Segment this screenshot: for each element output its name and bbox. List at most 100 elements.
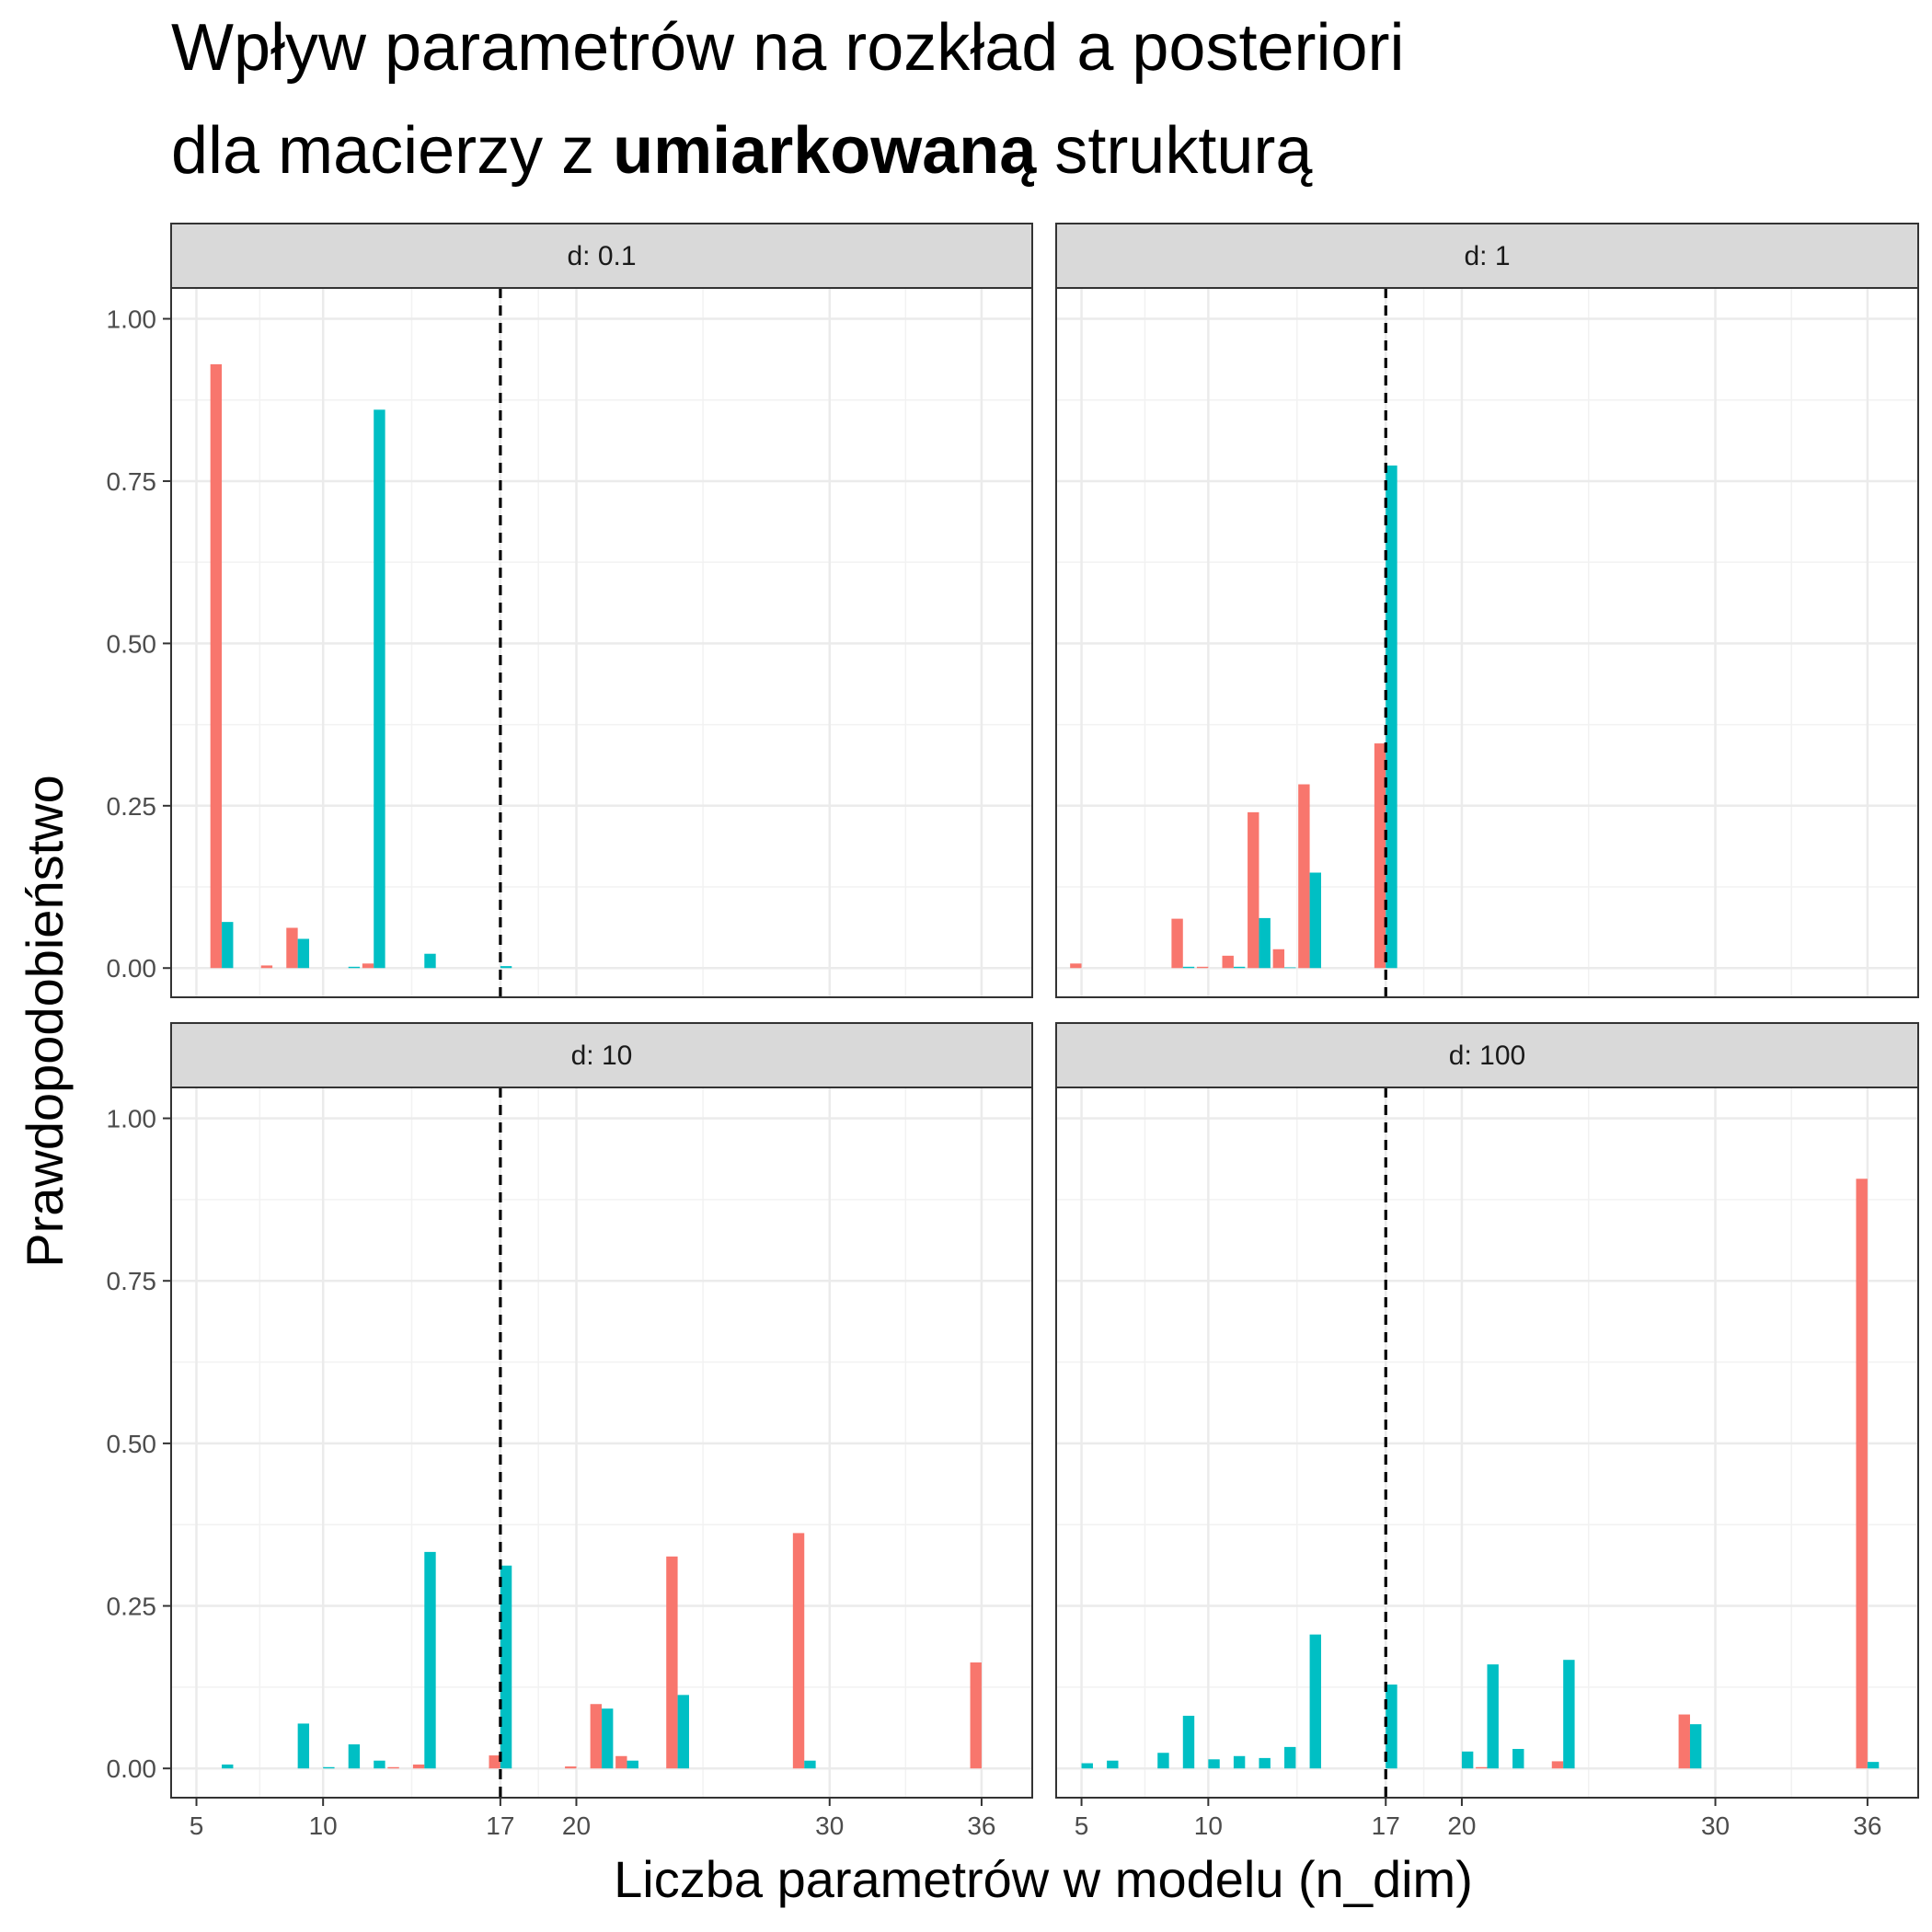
facet-panel: d: 0.1 0.00 0.25 0.50 0.75 1.00 bbox=[107, 223, 1033, 998]
y-tick-label: 1.00 bbox=[107, 1105, 157, 1133]
x-tick-label: 10 bbox=[309, 1811, 338, 1840]
x-tick-label: 30 bbox=[815, 1811, 844, 1840]
bar bbox=[1309, 872, 1321, 969]
bar bbox=[286, 927, 298, 969]
chart-title-line-1: Wpływ parametrów na rozkład a posteriori bbox=[171, 11, 1405, 85]
bar bbox=[615, 1755, 627, 1769]
bar bbox=[804, 1760, 816, 1769]
y-tick-label: 0.25 bbox=[107, 1593, 157, 1621]
bar bbox=[1182, 1715, 1195, 1769]
bar bbox=[500, 1565, 512, 1769]
bar bbox=[1208, 1759, 1220, 1769]
facet-strip-label: d: 100 bbox=[1449, 1041, 1525, 1071]
facet-strip bbox=[170, 1022, 1033, 1088]
bar bbox=[1171, 918, 1183, 969]
bar bbox=[424, 1551, 436, 1769]
x-tick-label: 20 bbox=[562, 1811, 591, 1840]
facet-strip-label: d: 0.1 bbox=[567, 241, 636, 271]
bar bbox=[489, 1755, 500, 1769]
facet-panel: d: 1 bbox=[1055, 223, 1919, 998]
bar bbox=[1070, 963, 1082, 969]
x-tick-label: 20 bbox=[1447, 1811, 1476, 1840]
bar bbox=[1563, 1660, 1575, 1769]
bar bbox=[1551, 1761, 1564, 1769]
bar bbox=[1182, 966, 1195, 969]
bar bbox=[412, 1764, 425, 1769]
facet-strip-label: d: 1 bbox=[1464, 241, 1510, 271]
bar bbox=[1196, 966, 1209, 969]
x-tick-label: 30 bbox=[1701, 1811, 1730, 1840]
facet-panel: d: 10 0.00 0.25 0.50 0.75 1.00 5 10 17 20 30 36 bbox=[107, 1022, 1033, 1840]
x-tick-label: 17 bbox=[1372, 1811, 1400, 1840]
bar bbox=[387, 1766, 399, 1769]
bar bbox=[1298, 784, 1310, 969]
bar bbox=[1867, 1762, 1880, 1769]
facet-strip bbox=[170, 223, 1033, 289]
facet-strip bbox=[1055, 1022, 1919, 1088]
bar bbox=[1512, 1749, 1524, 1769]
x-tick-label: 17 bbox=[486, 1811, 514, 1840]
bar bbox=[1386, 466, 1397, 969]
bar bbox=[1272, 949, 1285, 969]
x-tick-label: 5 bbox=[1075, 1811, 1089, 1840]
bar bbox=[792, 1533, 805, 1769]
bar bbox=[424, 953, 436, 969]
bar bbox=[348, 1744, 361, 1769]
bar bbox=[348, 966, 361, 969]
bar bbox=[374, 409, 385, 969]
bar bbox=[1487, 1664, 1499, 1769]
bar bbox=[1233, 966, 1246, 969]
bar bbox=[1856, 1179, 1868, 1769]
bar bbox=[1233, 1755, 1246, 1769]
bar bbox=[260, 965, 273, 969]
bar bbox=[627, 1760, 638, 1769]
bar bbox=[1678, 1714, 1690, 1769]
bar bbox=[1476, 1766, 1488, 1769]
x-tick-label: 36 bbox=[1853, 1811, 1881, 1840]
bar bbox=[1374, 743, 1386, 969]
bar bbox=[323, 1766, 335, 1769]
bar bbox=[590, 1704, 602, 1769]
chart-title-line-2-end: strukturą bbox=[1036, 114, 1313, 188]
bar bbox=[970, 1662, 982, 1769]
bar bbox=[1309, 1634, 1321, 1769]
y-tick-label: 0.00 bbox=[107, 954, 157, 983]
x-tick-label: 36 bbox=[967, 1811, 995, 1840]
y-axis-title: Prawdopodobieństwo bbox=[16, 775, 74, 1267]
y-tick-label: 0.50 bbox=[107, 1430, 157, 1458]
bar bbox=[1081, 1763, 1093, 1769]
bar bbox=[1284, 1746, 1296, 1769]
x-tick-label: 10 bbox=[1194, 1811, 1223, 1840]
bar bbox=[297, 1723, 310, 1769]
bar bbox=[565, 1766, 577, 1769]
bar bbox=[297, 938, 310, 969]
bar bbox=[1461, 1751, 1474, 1769]
bar bbox=[362, 963, 374, 969]
bar bbox=[222, 922, 234, 969]
bar bbox=[222, 1764, 234, 1769]
y-tick-label: 0.00 bbox=[107, 1754, 157, 1783]
y-tick-label: 0.25 bbox=[107, 792, 157, 821]
x-axis-title: Liczba parametrów w modelu (n_dim) bbox=[614, 1850, 1473, 1908]
bar bbox=[1259, 917, 1271, 969]
chart-title-line-2-bold: umiarkowaną bbox=[613, 114, 1037, 188]
y-tick-label: 0.75 bbox=[107, 467, 157, 496]
y-tick-label: 0.50 bbox=[107, 629, 157, 658]
bar bbox=[602, 1708, 614, 1769]
bar bbox=[1107, 1760, 1119, 1769]
bar bbox=[1248, 811, 1259, 969]
bar bbox=[677, 1695, 689, 1769]
facet-strip bbox=[1055, 223, 1919, 289]
chart-title-line-2: dla macierzy z umiarkowaną strukturą bbox=[171, 114, 1313, 188]
bar bbox=[1689, 1724, 1702, 1769]
chart-title-line-2-start: dla macierzy z bbox=[171, 114, 613, 188]
facet-panel: d: 100 5 10 17 20 30 36 bbox=[1055, 1022, 1919, 1840]
bar bbox=[374, 1760, 385, 1769]
bar bbox=[1259, 1757, 1271, 1769]
bar bbox=[1222, 955, 1234, 969]
bar bbox=[500, 966, 512, 969]
bar bbox=[1157, 1753, 1169, 1769]
y-tick-label: 1.00 bbox=[107, 305, 157, 334]
bar bbox=[210, 363, 223, 969]
